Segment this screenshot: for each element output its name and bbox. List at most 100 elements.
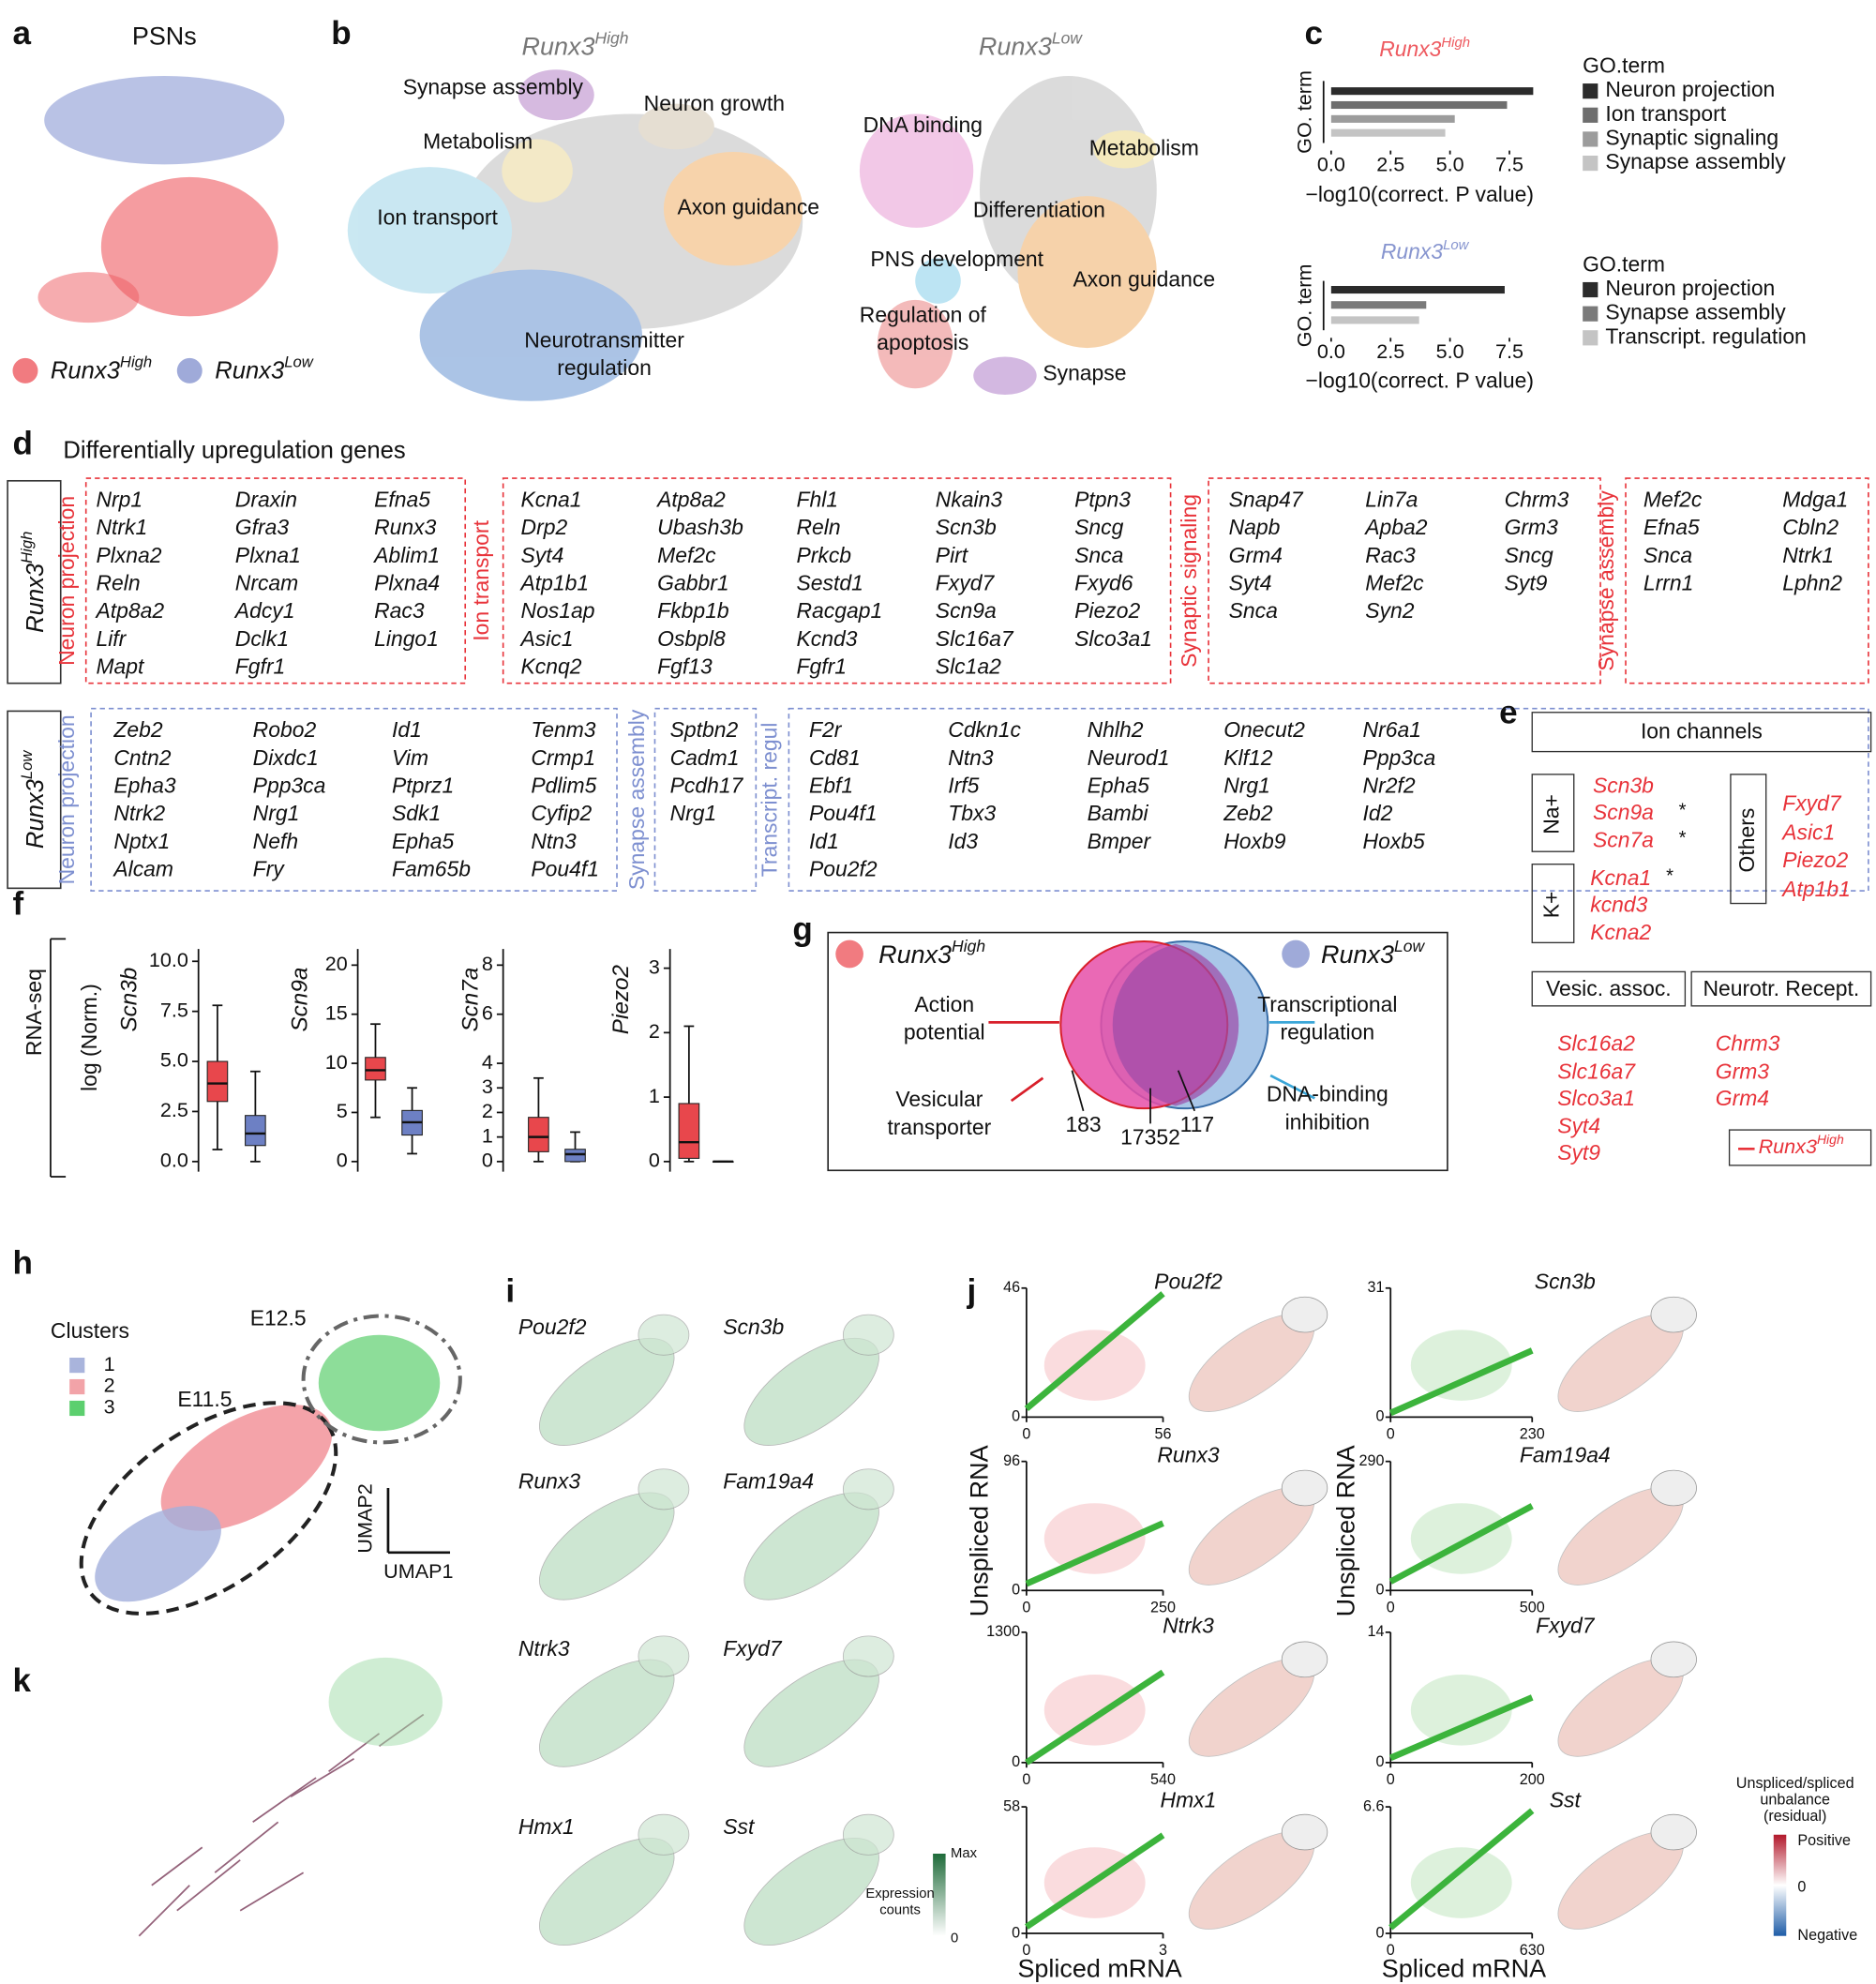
- y-tick-label: 1300: [986, 1623, 1020, 1640]
- legend-label: Runx3High: [51, 353, 152, 384]
- y-axis-label: GO. term: [1293, 264, 1316, 348]
- y-tick-label: 6: [482, 1000, 493, 1024]
- umap-mini: [638, 1635, 690, 1677]
- gene-name: Syt4: [521, 543, 564, 567]
- gene-name: Lingo1: [374, 626, 439, 651]
- legend-label: Runx3High: [878, 937, 985, 969]
- gene-name: Draxin: [235, 487, 297, 511]
- gene-name: Nrcam: [235, 571, 298, 595]
- gene-name: Atp1b1: [519, 571, 590, 595]
- y-tick-label: 2: [482, 1099, 493, 1122]
- gene-name: Fgfr1: [796, 654, 846, 679]
- y-axis-label: Unspliced RNA: [965, 1445, 993, 1616]
- y-tick-label: 6.6: [1363, 1797, 1384, 1814]
- side-label: RNA-seq: [22, 969, 46, 1056]
- gene-name: Atp8a2: [94, 598, 164, 623]
- x-axis-label: Spliced mRNA: [1017, 1954, 1181, 1982]
- y-tick-label: 0: [1375, 1582, 1384, 1599]
- bar: [1330, 87, 1534, 96]
- significance-mark: *: [1666, 866, 1673, 887]
- gene-name: Lphn2: [1782, 571, 1842, 595]
- legend-title: GO.term: [1583, 53, 1665, 78]
- y-axis-label: Unspliced RNA: [1332, 1445, 1360, 1616]
- y-tick-label: 0: [649, 1149, 660, 1172]
- x-tick-label: 0: [1022, 1599, 1030, 1616]
- group-box: [1531, 774, 1575, 852]
- legend-label-main: Runx3: [215, 358, 285, 384]
- group-box: [1730, 774, 1767, 905]
- gene-name: Scn9a: [936, 598, 997, 623]
- umap-mini: [1650, 1469, 1697, 1507]
- gene-name: Atp1b1: [1780, 877, 1851, 901]
- gene-name: Zeb2: [113, 717, 162, 742]
- count-label: 117: [1180, 1112, 1215, 1136]
- gene-name: Piezo2: [1782, 848, 1848, 872]
- set-annotation: DNA-binding: [1267, 1082, 1388, 1106]
- fit-line: [1025, 1832, 1165, 1930]
- group-label: Na+: [1539, 794, 1564, 834]
- fit-line: [1388, 1503, 1534, 1585]
- y-axis-label: GO. term: [1293, 70, 1316, 154]
- gene-name: Sptbn2: [670, 717, 739, 742]
- umap-mini: [842, 1813, 894, 1856]
- gene-name: Fry: [253, 857, 286, 881]
- group-box: [1531, 970, 1687, 1007]
- gene-name: Gfra3: [235, 515, 290, 539]
- box: [564, 1149, 586, 1163]
- group-label: K+: [1539, 892, 1564, 919]
- box: [365, 1057, 386, 1081]
- fit-line: [1025, 1520, 1164, 1587]
- panel-label: i: [505, 1272, 515, 1309]
- gene-name: Fxyd6: [1074, 571, 1133, 595]
- panel-title: PSNs: [132, 23, 197, 51]
- group-box: [502, 477, 1172, 684]
- gene-name: Pdlim5: [531, 773, 596, 797]
- x-tick-label: 250: [1150, 1599, 1176, 1616]
- cluster-outline: [301, 1314, 462, 1445]
- colorbar-title: Expression: [865, 1886, 934, 1901]
- gene-name: Ppp3ca: [253, 773, 326, 797]
- legend-label: Transcript. regulation: [1605, 323, 1806, 348]
- bar: [1330, 100, 1508, 110]
- gene-name: Snca: [1229, 598, 1278, 623]
- gene-label: Piezo2: [608, 964, 634, 1034]
- group-label: Ion transport: [469, 519, 493, 640]
- gene-name: Ntn3: [948, 745, 994, 770]
- group-label: Vesic. assoc.: [1546, 976, 1672, 1000]
- legend-label-sup: High: [1817, 1132, 1844, 1147]
- gene-name: Cntn2: [113, 745, 171, 770]
- gene-name: Reln: [796, 515, 840, 539]
- panel-label: a: [12, 15, 31, 52]
- gene-name: Alcam: [112, 857, 173, 881]
- module-label: Synapse assembly: [403, 75, 584, 99]
- gene-label: Pou2f2: [518, 1315, 587, 1339]
- gene-name: Drp2: [521, 515, 568, 539]
- gene-name: Klf12: [1223, 745, 1272, 770]
- gene-label: Fam19a4: [1520, 1442, 1611, 1466]
- umap-mini: [842, 1635, 894, 1677]
- network-title: Runx3High: [522, 28, 629, 61]
- group-label: Neuron projection: [54, 714, 79, 884]
- gene-name: Fxyd7: [936, 571, 996, 595]
- group-label: Synaptic signaling: [1177, 494, 1201, 668]
- legend-label-sup: High: [952, 937, 985, 955]
- condition-label-sup: High: [18, 532, 36, 564]
- gene-name: Syn2: [1365, 598, 1414, 623]
- umap-mini: [1281, 1813, 1328, 1851]
- gene-name: Vim: [392, 745, 428, 770]
- gene-name: Pou4f1: [809, 801, 878, 825]
- gene-name: Cyfip2: [531, 801, 592, 825]
- bar: [1330, 114, 1455, 123]
- point-cloud: [1043, 1503, 1146, 1574]
- legend-label: 3: [104, 1395, 115, 1419]
- y-tick-label: 3: [482, 1075, 493, 1098]
- gene-name: Nptx1: [113, 829, 170, 853]
- legend-swatch: [1583, 83, 1598, 99]
- umap-mini: [1650, 1641, 1697, 1678]
- set-annotation: Action: [914, 992, 974, 1016]
- gene-name: Apba2: [1363, 515, 1428, 539]
- colorbar-label: Positive: [1797, 1832, 1851, 1849]
- gene-name: Neurod1: [1088, 745, 1170, 770]
- x-tick-label: 0: [1387, 1771, 1395, 1788]
- umap-mini: [1281, 1469, 1328, 1507]
